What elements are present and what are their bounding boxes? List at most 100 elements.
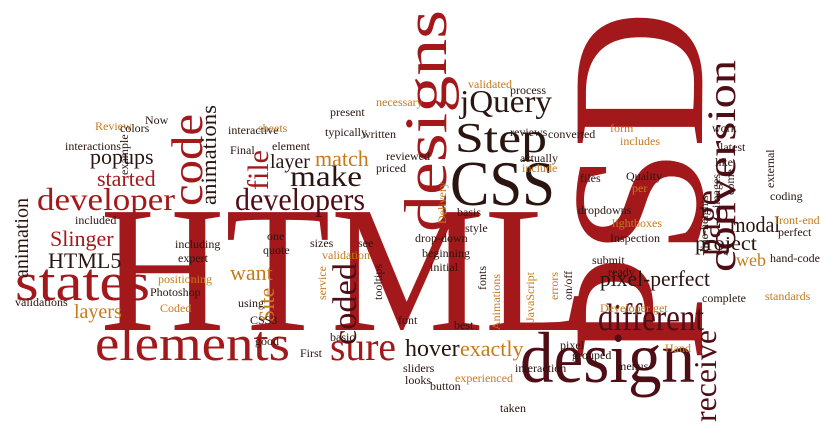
word: interactive xyxy=(228,123,279,137)
word: tooltips xyxy=(371,264,385,300)
word: validations xyxy=(15,295,68,309)
word: interaction xyxy=(515,361,566,375)
word: colors xyxy=(120,121,150,135)
word: project xyxy=(695,233,757,255)
word: file xyxy=(242,150,275,190)
word: per xyxy=(632,181,647,195)
word: button xyxy=(430,379,461,393)
word: line-heights xyxy=(697,195,711,252)
word: pixel xyxy=(560,338,585,352)
word: complete xyxy=(702,291,746,305)
word: Inspection xyxy=(610,231,660,245)
word: interactions xyxy=(65,139,121,153)
word: style xyxy=(465,221,488,235)
word: work xyxy=(712,121,737,135)
word: one xyxy=(267,229,284,243)
word: sure xyxy=(330,324,396,369)
word: present xyxy=(330,105,365,119)
word: started xyxy=(97,166,156,191)
word: code xyxy=(163,114,212,206)
word: include xyxy=(522,161,557,175)
word: element xyxy=(272,139,311,153)
word: sizes xyxy=(310,236,334,250)
word: sheets xyxy=(258,121,288,135)
word: looks xyxy=(405,373,431,387)
word: PSD xyxy=(534,10,744,362)
word: Review xyxy=(95,119,132,133)
word: First xyxy=(300,346,323,360)
word: beginning xyxy=(422,246,470,260)
word: layers xyxy=(74,301,122,323)
word: expert xyxy=(178,251,209,265)
word: taken xyxy=(500,401,526,415)
word: design xyxy=(520,318,695,398)
word: necessary xyxy=(376,95,423,109)
word: validation xyxy=(322,248,370,262)
word: hover xyxy=(405,336,460,362)
word: coding xyxy=(770,189,803,203)
word: example xyxy=(117,134,131,175)
word: errors xyxy=(547,272,561,300)
word: reviews xyxy=(510,125,548,139)
word: initial xyxy=(430,260,459,274)
word: Developer get xyxy=(600,301,668,315)
word: HTML xyxy=(100,170,590,369)
word: images xyxy=(709,174,723,208)
word: submit xyxy=(592,253,625,267)
word: best xyxy=(454,318,474,332)
word: coded xyxy=(327,263,364,345)
word: grouped xyxy=(572,348,611,362)
word: Final xyxy=(230,143,255,157)
word: developers xyxy=(235,181,365,217)
word: fonts xyxy=(475,266,489,290)
word: sliders xyxy=(403,361,435,375)
word: Site xyxy=(254,288,279,322)
word: different xyxy=(598,297,704,339)
word: typically xyxy=(325,125,367,139)
word: modal xyxy=(730,212,780,237)
word: files xyxy=(580,171,601,185)
word: priced xyxy=(376,161,406,175)
word: animation xyxy=(11,198,33,278)
word: written xyxy=(362,127,396,141)
word: Photoshop xyxy=(150,285,201,299)
word: want xyxy=(230,260,273,285)
word: CSS xyxy=(450,148,555,219)
word: pixel-perfect xyxy=(600,266,710,291)
word: Hand xyxy=(665,341,691,355)
word: validated xyxy=(468,77,512,91)
word: developer xyxy=(37,181,175,217)
word: Slinger xyxy=(50,226,114,251)
word: web xyxy=(736,250,766,270)
word: actually xyxy=(520,151,558,165)
word: hand-code xyxy=(770,251,820,265)
word: see xyxy=(358,236,373,250)
word: jQuery xyxy=(459,83,552,119)
word: includes xyxy=(620,134,660,148)
word: quote xyxy=(263,243,290,257)
word: Animations xyxy=(489,274,503,330)
word: match xyxy=(315,146,369,171)
word: menus xyxy=(617,359,649,373)
word: Now xyxy=(145,113,169,127)
word: positioning xyxy=(158,272,212,286)
word: external xyxy=(763,149,777,188)
word: basic xyxy=(330,330,355,344)
word: experienced xyxy=(455,371,513,385)
word: Step xyxy=(455,116,547,162)
word: front-end xyxy=(775,213,820,227)
word: HTML5 xyxy=(48,248,121,273)
word: page xyxy=(688,190,728,256)
word: reviewed xyxy=(386,149,430,163)
word: basis xyxy=(457,205,481,219)
word: Delivery xyxy=(435,182,449,224)
word: like xyxy=(715,155,733,169)
word: make xyxy=(290,160,362,193)
word: designs xyxy=(393,10,459,232)
word: font xyxy=(398,313,418,327)
word: drop-down xyxy=(415,231,468,245)
word: come xyxy=(723,169,737,195)
word: exactly xyxy=(460,336,524,361)
word: Quality xyxy=(626,169,662,183)
